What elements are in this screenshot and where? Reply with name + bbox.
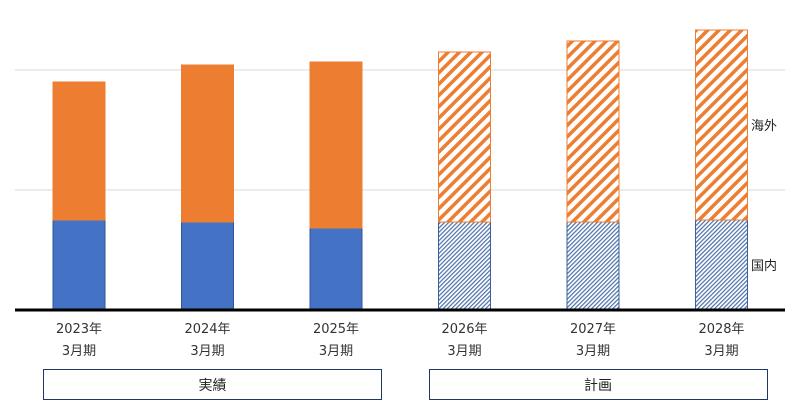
bar-overseas-2 bbox=[309, 61, 363, 229]
bar-domestic-2 bbox=[309, 227, 363, 311]
bar-overseas-0 bbox=[52, 81, 106, 221]
x-tick-label-0-0: 2023年 bbox=[56, 322, 102, 337]
x-tick-label-0-1: 3月期 bbox=[62, 344, 96, 359]
x-tick-label-3-0: 2026年 bbox=[441, 322, 487, 337]
bars bbox=[52, 29, 748, 311]
x-tick-labels: 2023年 3月期 2024年 3月期 2025年 3月期 2026年 3月期 2027年 3月期… bbox=[56, 322, 745, 359]
x-tick-label-4-1: 3月期 bbox=[576, 344, 610, 359]
bar-domestic-5 bbox=[695, 219, 748, 311]
bar-domestic-1 bbox=[181, 221, 234, 311]
period-group-0: 実績 bbox=[43, 369, 382, 400]
bar-domestic-3 bbox=[438, 221, 491, 311]
x-tick-label-5-1: 3月期 bbox=[704, 344, 738, 359]
series-label-overseas: 海外 bbox=[751, 119, 777, 134]
x-tick-label-1-1: 3月期 bbox=[190, 344, 224, 359]
x-tick-label-1-0: 2024年 bbox=[184, 322, 230, 337]
x-tick-label-4-0: 2027年 bbox=[570, 322, 616, 337]
gridlines bbox=[15, 69, 785, 191]
bar-domestic-4 bbox=[566, 221, 620, 311]
period-group-1: 計画 bbox=[428, 369, 768, 400]
series-label-domestic: 国内 bbox=[751, 258, 777, 274]
bar-overseas-1 bbox=[181, 64, 234, 223]
bar-domestic-0 bbox=[52, 219, 106, 311]
x-tick-label-2-0: 2025年 bbox=[313, 322, 359, 337]
bar-overseas-3 bbox=[438, 51, 491, 223]
x-tick-label-5-0: 2028年 bbox=[698, 322, 744, 337]
bar-overseas-5 bbox=[695, 29, 748, 221]
x-tick-label-2-1: 3月期 bbox=[319, 344, 353, 359]
bar-overseas-4 bbox=[566, 40, 620, 223]
x-tick-label-3-1: 3月期 bbox=[447, 344, 481, 359]
